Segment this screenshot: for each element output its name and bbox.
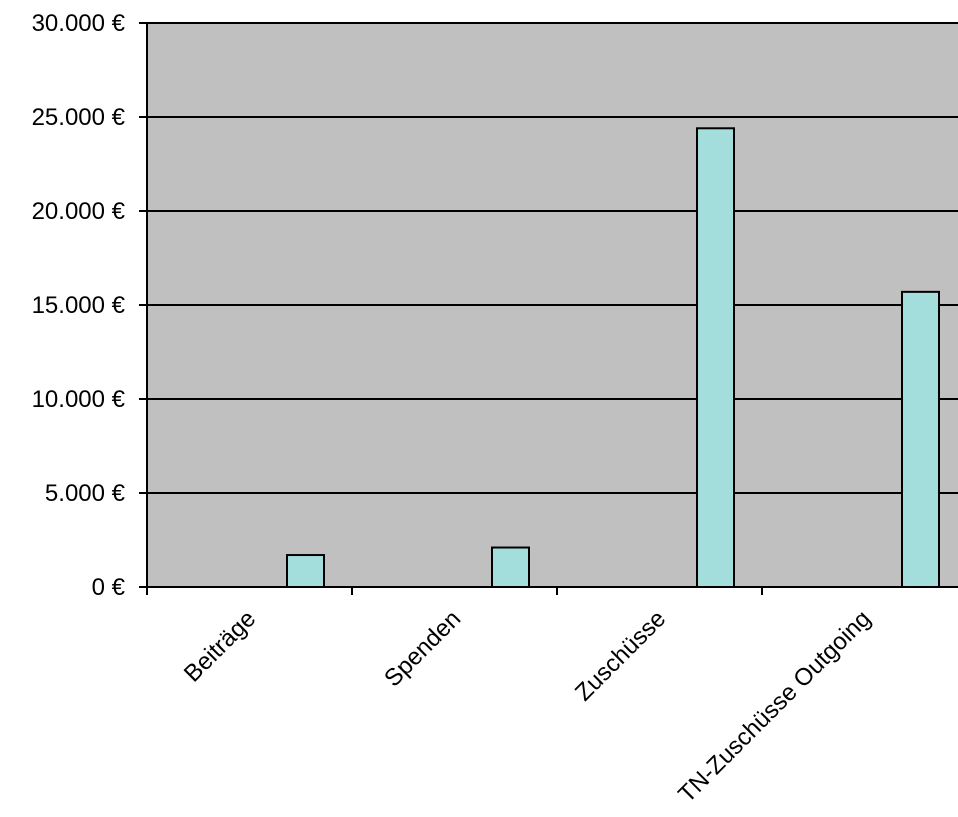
- bars: [286, 127, 940, 589]
- y-tick-label-5: 25.000 €: [32, 104, 126, 131]
- axes: [139, 22, 958, 595]
- y-tick-label-3: 15.000 €: [32, 292, 126, 319]
- gridlines: [147, 22, 958, 494]
- bar-0: [286, 554, 325, 588]
- bar-2: [696, 127, 735, 588]
- y-axis-tick-labels: 0 € 5.000 € 10.000 € 15.000 € 20.000 € 25.000…: [32, 10, 126, 601]
- x-axis-tick-labels: Beiträge Spenden Zuschüsse TN-Zuschüsse Out…: [179, 605, 876, 808]
- bar-3: [901, 290, 940, 588]
- x-tick-label-2: Zuschüsse: [570, 605, 671, 706]
- y-tick-label-6: 30.000 €: [32, 10, 126, 37]
- y-tick-label-1: 5.000 €: [45, 480, 126, 507]
- x-tick-label-1: Spenden: [379, 605, 466, 692]
- y-tick-label-4: 20.000 €: [32, 198, 126, 225]
- x-tick-label-3: TN-Zuschüsse Outgoing: [673, 605, 876, 808]
- bar-1: [491, 546, 530, 589]
- x-tick-label-0: Beiträge: [179, 605, 261, 687]
- y-tick-label-0: 0 €: [92, 574, 126, 601]
- y-tick-label-2: 10.000 €: [32, 386, 126, 413]
